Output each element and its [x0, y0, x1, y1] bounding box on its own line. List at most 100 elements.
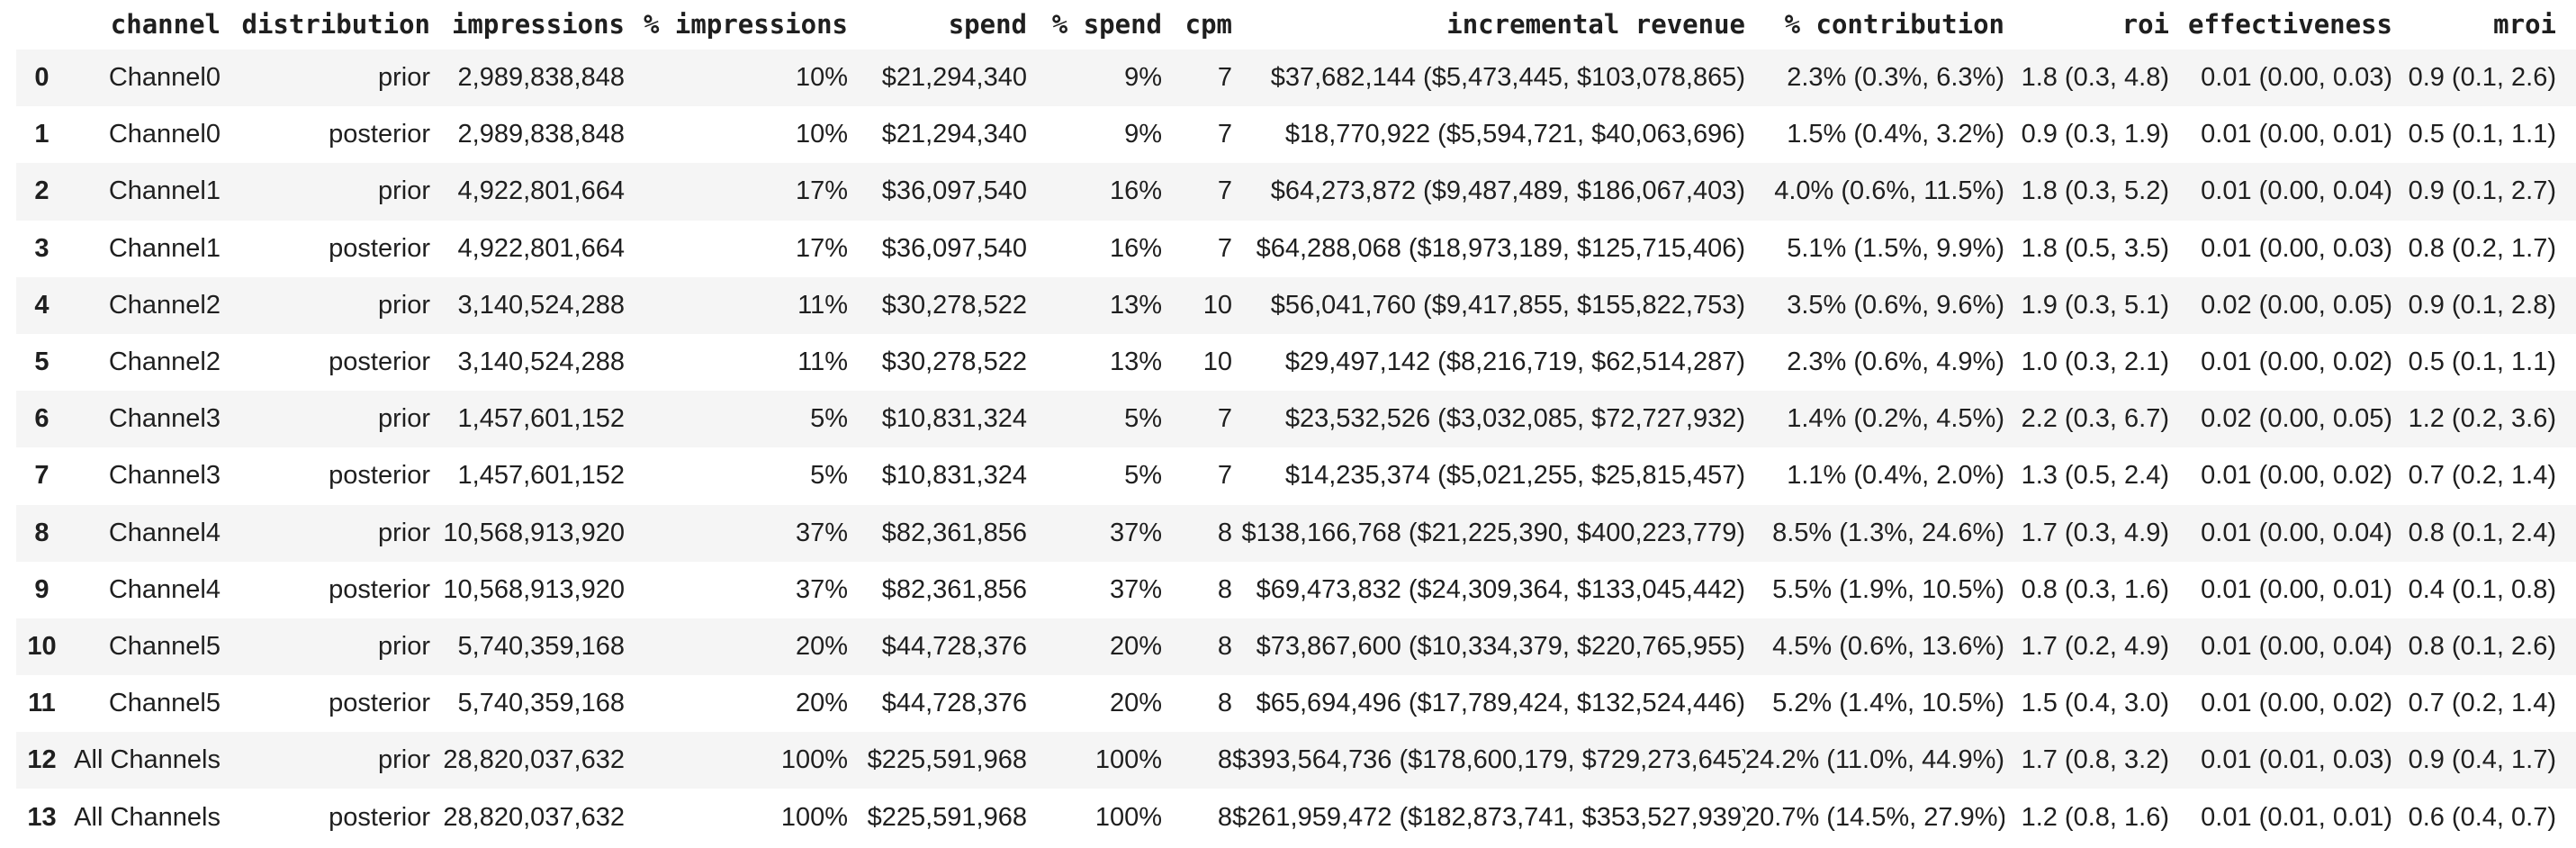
- cell-impressions: 5,740,359,168: [457, 689, 625, 718]
- cell-incremental-revenue: $65,694,496 ($17,789,424, $132,524,446): [1256, 689, 1745, 718]
- cell-effectiveness: 0.01 (0.00, 0.04): [2201, 518, 2392, 547]
- table-row: 2 Channel1 prior 4,922,801,664 17% $36,0…: [16, 163, 2576, 221]
- cell-incremental-revenue: $261,959,472 ($182,873,741, $353,527,939…: [1232, 802, 1745, 832]
- cell-roi: 1.3 (0.5, 2.4): [2021, 461, 2169, 491]
- cell-effectiveness: 0.01 (0.00, 0.01): [2201, 574, 2392, 604]
- cell-pct-contribution: 2.3% (0.3%, 6.3%): [1787, 63, 2004, 93]
- cell-channel: Channel4: [108, 518, 221, 547]
- cell-channel: Channel5: [108, 689, 221, 718]
- cell-channel: Channel0: [108, 63, 221, 93]
- table-row: 13 All Channels posterior 28,820,037,632…: [16, 789, 2576, 845]
- cell-pct-contribution: 5.2% (1.4%, 10.5%): [1772, 689, 2004, 718]
- col-header-incremental-revenue: incremental revenue: [1446, 9, 1745, 40]
- cell-roi: 1.2 (0.8, 1.6): [2021, 802, 2169, 832]
- cell-pct-contribution: 4.5% (0.6%, 13.6%): [1772, 631, 2004, 661]
- cell-cpm: 8: [1217, 689, 1232, 718]
- cell-distribution: posterior: [329, 120, 430, 149]
- cell-pct-contribution: 24.2% (11.0%, 44.9%): [1745, 745, 2004, 775]
- cell-impressions: 1,457,601,152: [457, 461, 625, 491]
- cell-pct-contribution: 1.5% (0.4%, 3.2%): [1787, 120, 2004, 149]
- cell-effectiveness: 0.01 (0.00, 0.01): [2201, 120, 2392, 149]
- cell-pct-spend: 100%: [1094, 802, 1162, 832]
- cell-roi: 1.8 (0.3, 4.8): [2021, 63, 2169, 93]
- cell-distribution: posterior: [329, 461, 430, 491]
- cell-cpm: 8: [1217, 745, 1232, 775]
- cell-incremental-revenue: $393,564,736 ($178,600,179, $729,273,645…: [1232, 745, 1745, 775]
- cell-spend: $225,591,968: [867, 802, 1027, 832]
- cell-channel: Channel5: [108, 631, 221, 661]
- row-index: 2: [34, 176, 50, 206]
- cell-impressions: 3,140,524,288: [457, 290, 625, 320]
- cell-cpm: 10: [1202, 290, 1232, 320]
- cell-roi: 0.8 (0.3, 1.6): [2021, 574, 2169, 604]
- cell-cpm: 8: [1217, 631, 1232, 661]
- cell-cpm: 7: [1217, 63, 1232, 93]
- cell-distribution: prior: [377, 745, 430, 775]
- row-index: 5: [34, 347, 50, 377]
- cell-effectiveness: 0.02 (0.00, 0.05): [2201, 290, 2392, 320]
- table-row: 7 Channel3 posterior 1,457,601,152 5% $1…: [16, 447, 2576, 504]
- cell-spend: $225,591,968: [867, 745, 1027, 775]
- cell-incremental-revenue: $69,473,832 ($24,309,364, $133,045,442): [1256, 574, 1745, 604]
- cell-incremental-revenue: $37,682,144 ($5,473,445, $103,078,865): [1270, 63, 1745, 93]
- cell-pct-impressions: 100%: [780, 802, 848, 832]
- cell-distribution: prior: [377, 63, 430, 93]
- cell-distribution: prior: [377, 518, 430, 547]
- col-header-cpm: cpm: [1184, 9, 1232, 40]
- table-header: channel distribution impressions % impre…: [16, 0, 2576, 50]
- cell-pct-spend: 9%: [1124, 63, 1162, 93]
- cell-pct-impressions: 5%: [810, 461, 848, 491]
- cell-mroi: 0.4 (0.1, 0.8): [2408, 574, 2556, 604]
- cell-spend: $10,831,324: [881, 461, 1027, 491]
- cell-spend: $82,361,856: [881, 518, 1027, 547]
- col-header-mroi: mroi: [2493, 9, 2556, 40]
- cell-channel: Channel2: [108, 347, 221, 377]
- col-header-pct-contribution: % contribution: [1784, 9, 2004, 40]
- cell-incremental-revenue: $73,867,600 ($10,334,379, $220,765,955): [1256, 631, 1745, 661]
- cell-effectiveness: 0.01 (0.00, 0.02): [2201, 689, 2392, 718]
- cell-cpm: 7: [1217, 176, 1232, 206]
- cell-incremental-revenue: $23,532,526 ($3,032,085, $72,727,932): [1284, 404, 1745, 434]
- row-index: 8: [34, 518, 50, 547]
- cell-mroi: 0.5 (0.1, 1.1): [2408, 347, 2556, 377]
- cell-pct-impressions: 37%: [795, 574, 848, 604]
- cell-cpm: 8: [1217, 802, 1232, 832]
- cell-pct-contribution: 3.5% (0.6%, 9.6%): [1787, 290, 2004, 320]
- cell-pct-impressions: 37%: [795, 518, 848, 547]
- cell-pct-impressions: 20%: [795, 689, 848, 718]
- table-row: 5 Channel2 posterior 3,140,524,288 11% $…: [16, 334, 2576, 391]
- cell-spend: $36,097,540: [881, 176, 1027, 206]
- row-index: 4: [34, 290, 50, 320]
- cell-channel: Channel3: [108, 404, 221, 434]
- cell-roi: 1.7 (0.8, 3.2): [2021, 745, 2169, 775]
- cell-pct-spend: 5%: [1124, 404, 1162, 434]
- cell-pct-contribution: 4.0% (0.6%, 11.5%): [1774, 176, 2004, 206]
- cell-effectiveness: 0.01 (0.01, 0.03): [2201, 745, 2392, 775]
- cell-effectiveness: 0.01 (0.00, 0.04): [2201, 176, 2392, 206]
- col-header-effectiveness: effectiveness: [2188, 9, 2392, 40]
- cell-pct-contribution: 5.1% (1.5%, 9.9%): [1787, 233, 2004, 263]
- cell-incremental-revenue: $64,288,068 ($18,973,189, $125,715,406): [1256, 233, 1745, 263]
- cell-spend: $44,728,376: [881, 689, 1027, 718]
- cell-effectiveness: 0.01 (0.00, 0.04): [2201, 631, 2392, 661]
- table-body: 0 Channel0 prior 2,989,838,848 10% $21,2…: [16, 50, 2576, 846]
- table-row: 0 Channel0 prior 2,989,838,848 10% $21,2…: [16, 50, 2576, 107]
- table-row: 12 All Channels prior 28,820,037,632 100…: [16, 732, 2576, 789]
- cell-effectiveness: 0.02 (0.00, 0.05): [2201, 404, 2392, 434]
- cell-roi: 0.9 (0.3, 1.9): [2021, 120, 2169, 149]
- cell-pct-impressions: 20%: [795, 631, 848, 661]
- table-row: 1 Channel0 posterior 2,989,838,848 10% $…: [16, 106, 2576, 163]
- cell-roi: 1.9 (0.3, 5.1): [2021, 290, 2169, 320]
- cell-incremental-revenue: $29,497,142 ($8,216,719, $62,514,287): [1284, 347, 1745, 377]
- cell-channel: All Channels: [74, 802, 221, 832]
- cell-pct-impressions: 11%: [797, 347, 848, 377]
- cell-spend: $10,831,324: [881, 404, 1027, 434]
- cell-pct-spend: 16%: [1109, 176, 1162, 206]
- cell-distribution: posterior: [329, 347, 430, 377]
- cell-distribution: posterior: [329, 802, 430, 832]
- cell-pct-spend: 37%: [1109, 574, 1162, 604]
- row-index: 0: [34, 63, 50, 93]
- cell-roi: 1.7 (0.3, 4.9): [2021, 518, 2169, 547]
- cell-effectiveness: 0.01 (0.00, 0.03): [2201, 233, 2392, 263]
- cell-impressions: 2,989,838,848: [457, 120, 625, 149]
